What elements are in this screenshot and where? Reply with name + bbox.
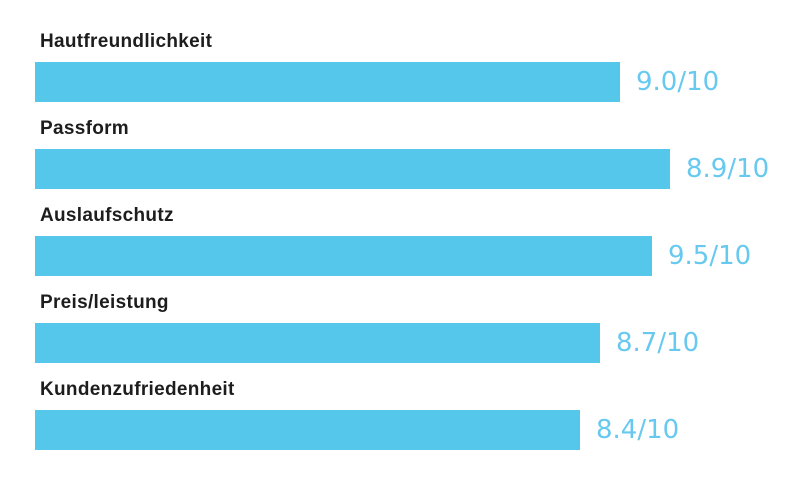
bar-line: 8.7/10 (35, 323, 800, 363)
bar (35, 62, 620, 102)
chart-row: Passform 8.9/10 (0, 118, 800, 189)
bar (35, 323, 600, 363)
chart-row: Hautfreundlichkeit 9.0/10 (0, 31, 800, 102)
bar-value: 8.9/10 (686, 154, 770, 184)
bar-label: Kundenzufriedenheit (40, 379, 235, 400)
bar-label: Preis/leistung (40, 292, 169, 313)
bar (35, 236, 652, 276)
bar-value: 9.5/10 (668, 241, 752, 271)
bar (35, 410, 580, 450)
bar (35, 149, 670, 189)
bar-line: 9.0/10 (35, 62, 800, 102)
bar-line: 8.4/10 (35, 410, 800, 450)
bar-label: Hautfreundlichkeit (40, 31, 213, 52)
chart-row: Preis/leistung 8.7/10 (0, 292, 800, 363)
bar-value: 8.7/10 (616, 328, 700, 358)
bar-label: Auslaufschutz (40, 205, 174, 226)
bar-line: 9.5/10 (35, 236, 800, 276)
bar-value: 9.0/10 (636, 67, 720, 97)
chart-row: Kundenzufriedenheit 8.4/10 (0, 379, 800, 450)
chart-row: Auslaufschutz 9.5/10 (0, 205, 800, 276)
bar-label: Passform (40, 118, 129, 139)
bar-value: 8.4/10 (596, 415, 680, 445)
chart-rows: Hautfreundlichkeit 9.0/10 Passform 8.9/1… (0, 31, 800, 450)
bar-line: 8.9/10 (35, 149, 800, 189)
